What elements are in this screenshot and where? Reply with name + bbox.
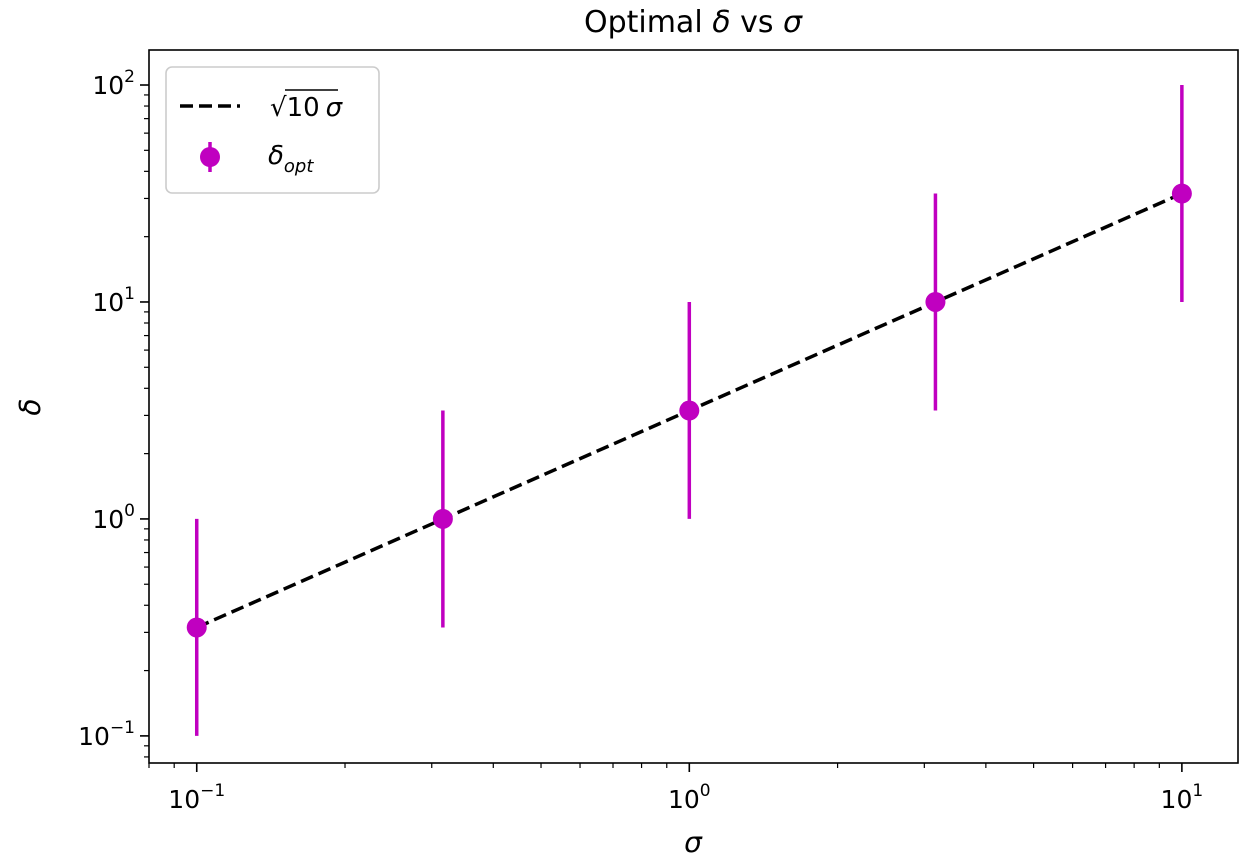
plot-area — [186, 85, 1192, 736]
legend: √10 σ δopt — [165, 66, 380, 194]
data-point — [1171, 183, 1192, 204]
data-point — [432, 508, 453, 529]
x-tick-label: 101 — [1161, 781, 1204, 814]
y-tick-label: 101 — [92, 284, 135, 317]
x-tick-label: 100 — [668, 781, 711, 814]
y-tick-label: 100 — [92, 501, 135, 534]
legend-label-fit: √10 σ — [270, 93, 344, 123]
plot-frame — [148, 49, 1239, 764]
axis-ticks: 10−1 100 101 10−1 100 101 102 — [78, 67, 1203, 814]
x-axis-label: σ — [684, 826, 703, 858]
y-axis-label: δ — [14, 398, 47, 415]
data-point — [679, 400, 700, 421]
legend-box — [165, 66, 380, 194]
data-point — [925, 291, 946, 312]
x-tick-label: 10−1 — [168, 781, 225, 814]
legend-marker-swatch — [200, 147, 220, 167]
y-tick-label: 10−1 — [78, 718, 135, 751]
data-point — [186, 617, 207, 638]
legend-label-opt: δopt — [268, 141, 314, 177]
y-tick-label: 102 — [92, 67, 135, 100]
chart-title: Optimal δ vs σ — [584, 5, 803, 40]
